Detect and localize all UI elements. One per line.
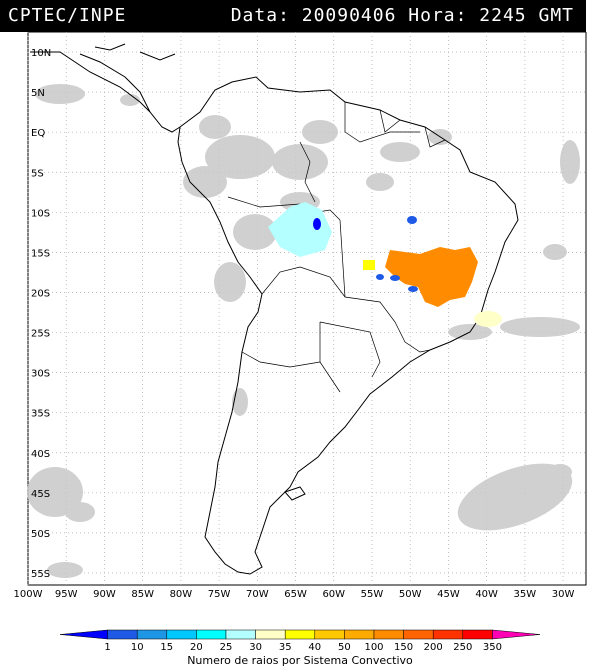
lon-label: 80W [170, 589, 193, 600]
lat-label: 50S [31, 529, 50, 540]
longitude-labels: 100W 95W 90W 85W 80W 75W 70W 65W 60W 55W 50W 45W 40W… [14, 589, 575, 600]
legend-swatch [196, 629, 227, 640]
legend-value: 20 [190, 642, 203, 653]
lightblue-patch [268, 202, 332, 257]
legend-value: 250 [453, 642, 472, 653]
lon-label: 60W [322, 589, 345, 600]
blue-cell-2 [313, 218, 321, 230]
lat-label: 20S [31, 288, 50, 299]
coastlines [30, 43, 519, 575]
legend-value: 40 [308, 642, 321, 653]
legend-swatch [136, 629, 168, 640]
legend-swatch [284, 629, 316, 640]
latitude-labels: 10N 5N EQ 5S 10S 15S 20S 25S 30S 35S 40S 45S 50S 55S [31, 48, 51, 580]
orange-cluster-main [385, 247, 478, 307]
lat-label: EQ [31, 128, 45, 139]
legend-swatch [403, 629, 434, 640]
legend-swatch [225, 629, 256, 640]
legend-swatch [314, 629, 345, 640]
lon-label: 95W [55, 589, 78, 600]
legend-value: 200 [424, 642, 443, 653]
lon-label: 40W [475, 589, 498, 600]
legend-value: 1 [104, 642, 110, 653]
lon-label: 65W [284, 589, 307, 600]
lat-label: 55S [31, 569, 50, 580]
lat-label: 15S [31, 248, 50, 259]
blue-cell-1 [407, 216, 417, 224]
legend-swatch [344, 629, 375, 640]
lon-label: 70W [246, 589, 269, 600]
blue-cell-3 [390, 275, 400, 281]
header-timestamp: Data: 20090406 Hora: 2245 GMT [230, 5, 574, 26]
legend-value: 350 [483, 642, 502, 653]
south-america-outline [177, 76, 519, 575]
lat-label: 25S [31, 329, 50, 340]
legend-value: 10 [131, 642, 144, 653]
header-title: CPTEC/INPE [8, 5, 127, 26]
lon-label: 30W [552, 589, 575, 600]
caribbean-outline [94, 43, 176, 61]
lon-label: 85W [131, 589, 154, 600]
legend-value: 50 [338, 642, 351, 653]
cream-patch [474, 311, 502, 327]
map-header: CPTEC/INPE Data: 20090406 Hora: 2245 GMT [0, 0, 586, 32]
yellow-spot [363, 260, 375, 270]
lat-label: 5S [31, 168, 44, 179]
legend-swatch [462, 629, 493, 640]
graticule [27, 32, 586, 585]
lat-label: 10N [31, 48, 51, 59]
blue-cell-4 [376, 274, 384, 280]
legend-swatch [166, 629, 197, 640]
legend-swatch [107, 629, 138, 640]
lon-label: 45W [437, 589, 460, 600]
lon-label: 100W [14, 589, 43, 600]
convective-systems [268, 202, 502, 327]
lon-label: 90W [93, 589, 116, 600]
lat-label: 40S [31, 449, 50, 460]
legend-value: 25 [220, 642, 233, 653]
legend-value: 100 [364, 642, 383, 653]
lon-label: 55W [361, 589, 384, 600]
lat-label: 5N [31, 88, 45, 99]
blue-cell-5 [408, 286, 418, 292]
cloud-cover [27, 84, 580, 578]
color-legend: 1 10 15 20 25 30 35 40 50 100 150 200 250 350 [59, 629, 541, 653]
legend-swatch [373, 629, 404, 640]
central-america-outline [30, 51, 181, 133]
lat-label: 45S [31, 489, 50, 500]
lon-label: 35W [514, 589, 537, 600]
lightning-map: 10N5NEQ5S10S15S20S25S30S35S40S45S50S55S … [14, 32, 587, 653]
lat-label: 35S [31, 409, 50, 420]
legend-swatch [492, 629, 541, 640]
lat-label: 30S [31, 369, 50, 380]
legend-swatch [59, 629, 108, 640]
legend-value: 15 [160, 642, 173, 653]
legend-swatch [432, 629, 464, 640]
lon-label: 75W [208, 589, 231, 600]
falklands-outline [284, 486, 306, 501]
lon-label: 50W [399, 589, 422, 600]
legend-value: 30 [249, 642, 262, 653]
legend-title: Numero de raios por Sistema Convectivo [187, 654, 413, 667]
legend-swatch [255, 629, 286, 640]
legend-value: 150 [394, 642, 413, 653]
legend-value: 35 [279, 642, 292, 653]
lat-label: 10S [31, 208, 50, 219]
